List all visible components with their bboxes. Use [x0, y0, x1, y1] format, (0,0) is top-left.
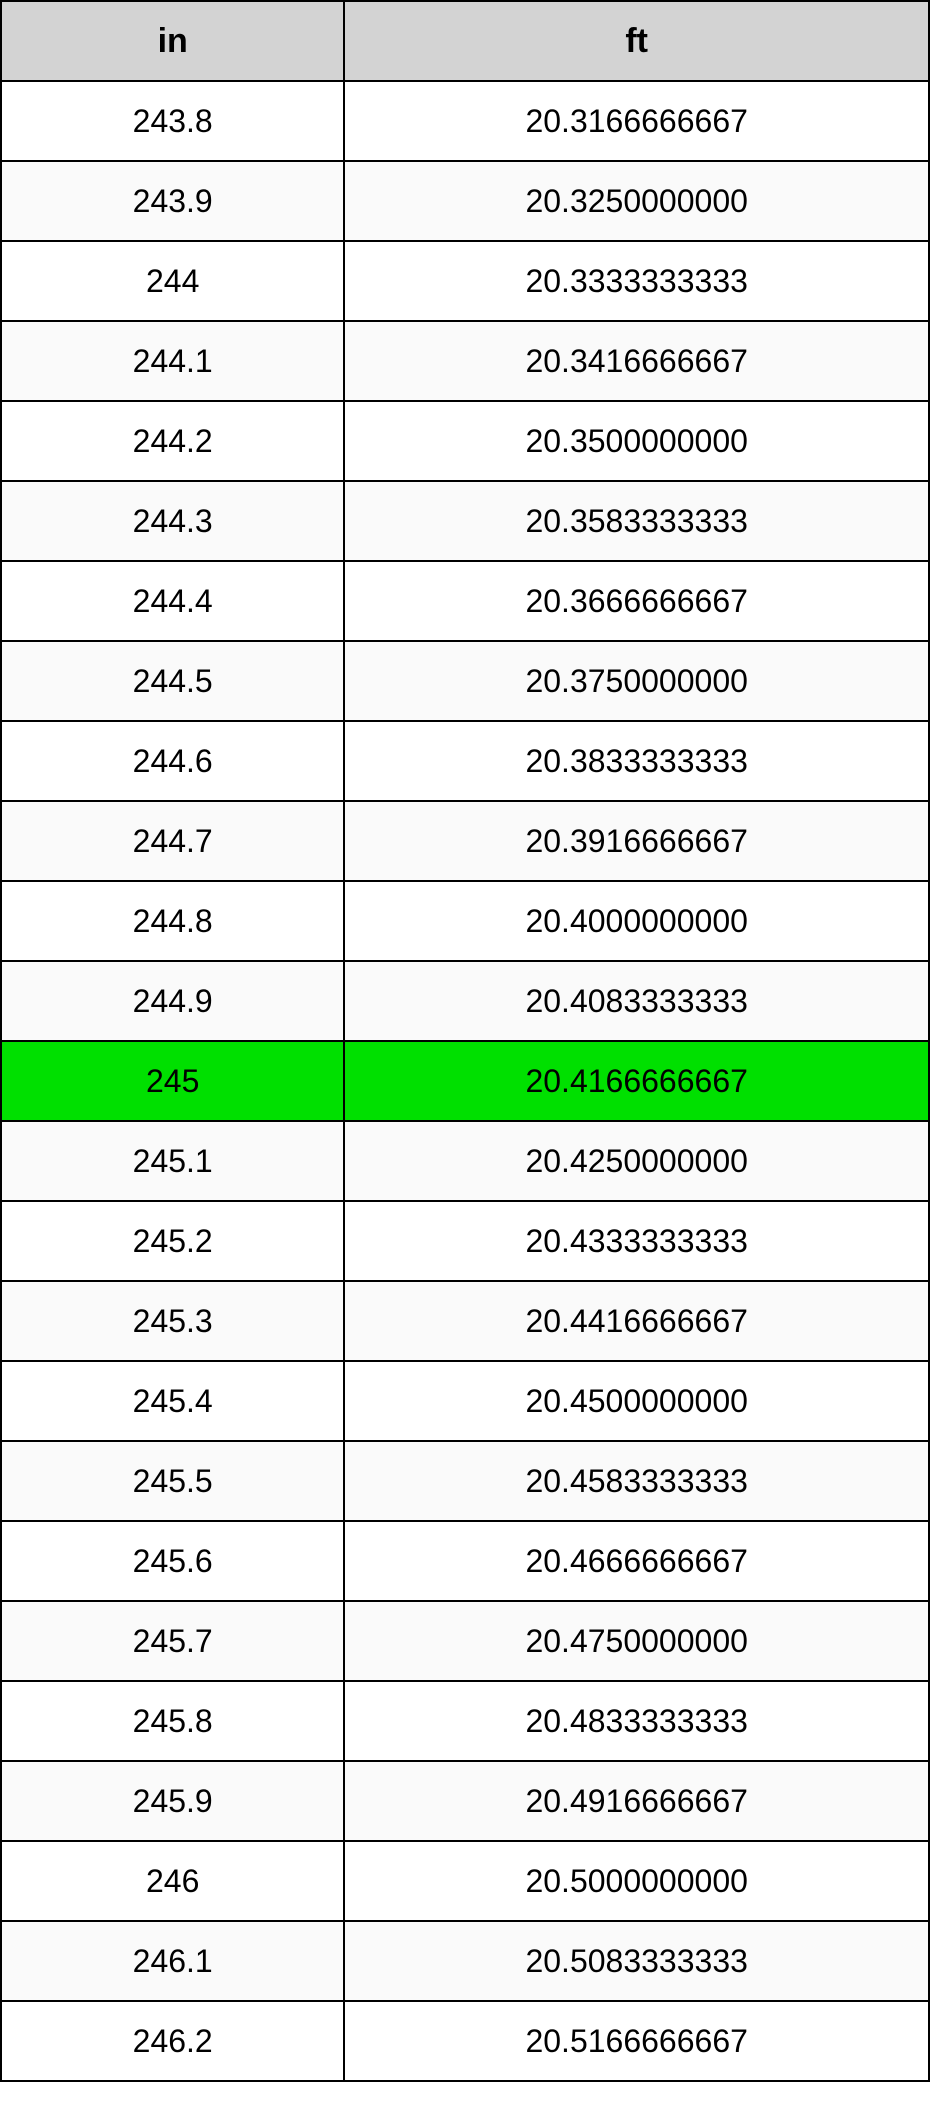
cell-in: 244.8	[1, 881, 344, 961]
table-row: 245.120.4250000000	[1, 1121, 929, 1201]
cell-ft: 20.3750000000	[344, 641, 929, 721]
cell-ft: 20.3500000000	[344, 401, 929, 481]
table-row: 244.720.3916666667	[1, 801, 929, 881]
table-row: 244.620.3833333333	[1, 721, 929, 801]
table-row: 245.520.4583333333	[1, 1441, 929, 1521]
table-header-row: in ft	[1, 1, 929, 81]
conversion-table: in ft 243.820.3166666667243.920.32500000…	[0, 0, 930, 2082]
table-row: 244.420.3666666667	[1, 561, 929, 641]
cell-ft: 20.4916666667	[344, 1761, 929, 1841]
cell-in: 245.9	[1, 1761, 344, 1841]
table-row: 243.920.3250000000	[1, 161, 929, 241]
cell-ft: 20.4083333333	[344, 961, 929, 1041]
cell-in: 245.7	[1, 1601, 344, 1681]
cell-in: 245.8	[1, 1681, 344, 1761]
cell-ft: 20.3166666667	[344, 81, 929, 161]
cell-ft: 20.5000000000	[344, 1841, 929, 1921]
cell-ft: 20.4666666667	[344, 1521, 929, 1601]
cell-ft: 20.5166666667	[344, 2001, 929, 2081]
table-row: 246.220.5166666667	[1, 2001, 929, 2081]
cell-in: 246.1	[1, 1921, 344, 2001]
table-row: 24420.3333333333	[1, 241, 929, 321]
cell-ft: 20.4000000000	[344, 881, 929, 961]
table-row: 245.320.4416666667	[1, 1281, 929, 1361]
table-row: 246.120.5083333333	[1, 1921, 929, 2001]
table-header: in ft	[1, 1, 929, 81]
cell-ft: 20.4583333333	[344, 1441, 929, 1521]
cell-in: 245.4	[1, 1361, 344, 1441]
table-row: 24520.4166666667	[1, 1041, 929, 1121]
table-row: 243.820.3166666667	[1, 81, 929, 161]
cell-ft: 20.3416666667	[344, 321, 929, 401]
cell-in: 243.9	[1, 161, 344, 241]
table-row: 245.620.4666666667	[1, 1521, 929, 1601]
cell-in: 244.7	[1, 801, 344, 881]
cell-in: 243.8	[1, 81, 344, 161]
column-header-ft: ft	[344, 1, 929, 81]
cell-ft: 20.4416666667	[344, 1281, 929, 1361]
cell-in: 244.3	[1, 481, 344, 561]
table-row: 245.820.4833333333	[1, 1681, 929, 1761]
cell-ft: 20.4166666667	[344, 1041, 929, 1121]
cell-in: 244.1	[1, 321, 344, 401]
table-body: 243.820.3166666667243.920.32500000002442…	[1, 81, 929, 2081]
cell-ft: 20.3916666667	[344, 801, 929, 881]
table-row: 24620.5000000000	[1, 1841, 929, 1921]
table-row: 244.120.3416666667	[1, 321, 929, 401]
cell-in: 245.1	[1, 1121, 344, 1201]
cell-ft: 20.4250000000	[344, 1121, 929, 1201]
cell-in: 244.6	[1, 721, 344, 801]
cell-in: 245	[1, 1041, 344, 1121]
cell-ft: 20.4750000000	[344, 1601, 929, 1681]
cell-in: 244.9	[1, 961, 344, 1041]
cell-ft: 20.3333333333	[344, 241, 929, 321]
cell-ft: 20.4333333333	[344, 1201, 929, 1281]
cell-in: 245.2	[1, 1201, 344, 1281]
cell-in: 246.2	[1, 2001, 344, 2081]
cell-in: 245.3	[1, 1281, 344, 1361]
cell-in: 244.5	[1, 641, 344, 721]
cell-ft: 20.3833333333	[344, 721, 929, 801]
cell-ft: 20.3666666667	[344, 561, 929, 641]
table-row: 245.420.4500000000	[1, 1361, 929, 1441]
cell-in: 244.2	[1, 401, 344, 481]
cell-ft: 20.3250000000	[344, 161, 929, 241]
table-row: 245.220.4333333333	[1, 1201, 929, 1281]
conversion-table-container: in ft 243.820.3166666667243.920.32500000…	[0, 0, 930, 2082]
cell-ft: 20.5083333333	[344, 1921, 929, 2001]
cell-in: 245.6	[1, 1521, 344, 1601]
table-row: 244.920.4083333333	[1, 961, 929, 1041]
column-header-in: in	[1, 1, 344, 81]
table-row: 245.720.4750000000	[1, 1601, 929, 1681]
table-row: 244.320.3583333333	[1, 481, 929, 561]
cell-ft: 20.3583333333	[344, 481, 929, 561]
cell-in: 244.4	[1, 561, 344, 641]
cell-ft: 20.4833333333	[344, 1681, 929, 1761]
cell-in: 244	[1, 241, 344, 321]
table-row: 245.920.4916666667	[1, 1761, 929, 1841]
cell-ft: 20.4500000000	[344, 1361, 929, 1441]
table-row: 244.220.3500000000	[1, 401, 929, 481]
table-row: 244.520.3750000000	[1, 641, 929, 721]
table-row: 244.820.4000000000	[1, 881, 929, 961]
cell-in: 246	[1, 1841, 344, 1921]
cell-in: 245.5	[1, 1441, 344, 1521]
